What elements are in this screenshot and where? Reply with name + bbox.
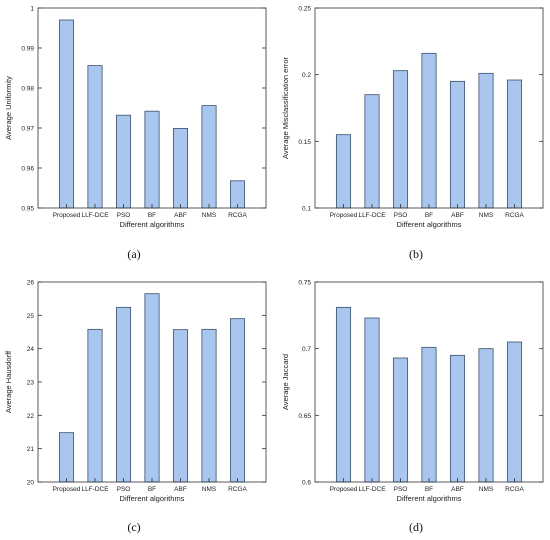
- bar-proposed: [335, 306, 352, 483]
- x-tick-label: Proposed: [53, 212, 81, 219]
- x-tick-label: BF: [148, 486, 156, 493]
- bar-llf-dce: [364, 317, 380, 483]
- bar-proposed: [58, 432, 75, 483]
- bar-proposed: [58, 19, 75, 209]
- x-tick-label: NMS: [202, 212, 217, 219]
- x-tick-label: LLF-DCE: [81, 212, 109, 219]
- x-tick-label: RCGA: [228, 212, 247, 219]
- x-tick-label: NMS: [479, 212, 494, 219]
- y-tick-label: 21: [27, 446, 35, 453]
- panel-label-b: (b): [409, 247, 423, 261]
- x-tick-label: Proposed: [330, 486, 358, 493]
- x-tick-label: NMS: [479, 486, 494, 493]
- bar-pso: [392, 357, 409, 483]
- y-tick-label: 22: [27, 413, 35, 420]
- y-tick-label: 0.15: [298, 139, 311, 146]
- x-tick-label: ABF: [174, 486, 187, 493]
- y-axis-label: Average Uniformity: [4, 76, 13, 140]
- x-axis-label: Different algorithms: [120, 220, 185, 229]
- panel-label-d: (d): [409, 520, 423, 534]
- bar-bf: [144, 110, 160, 209]
- x-tick-label: BF: [148, 212, 156, 219]
- bar-nms: [478, 348, 494, 483]
- bar-abf: [449, 354, 466, 483]
- y-tick-label: 0.6: [302, 480, 311, 487]
- y-tick-label: 0.1: [302, 206, 311, 213]
- x-tick-label: LLF-DCE: [358, 486, 386, 493]
- y-tick-label: 0.99: [21, 46, 34, 53]
- bar-rcga: [229, 318, 246, 483]
- y-axis-label: Average Hausdorff: [4, 350, 13, 413]
- bar-rcga: [506, 341, 523, 483]
- y-tick-label: 0.97: [21, 126, 34, 133]
- x-tick-label: RCGA: [228, 486, 247, 493]
- bar-llf-dce: [87, 65, 103, 209]
- x-axis-label: Different algorithms: [397, 494, 462, 503]
- y-tick-label: 0.98: [21, 86, 34, 93]
- chart-panel-2: 0.1 0.15 0.2 0.25 Proposed LLF-DCE PSO BF ABF NMS…: [281, 6, 544, 229]
- x-tick-label: PSO: [117, 486, 131, 493]
- x-tick-label: NMS: [202, 486, 217, 493]
- bar-bf: [144, 293, 160, 483]
- y-tick-label: 0.95: [21, 206, 34, 213]
- y-tick-label: 0.7: [302, 346, 311, 353]
- panel-label-a: (a): [127, 247, 141, 261]
- x-tick-label: Proposed: [330, 212, 358, 219]
- bar-bf: [421, 346, 437, 483]
- y-tick-label: 20: [27, 480, 35, 487]
- x-tick-label: ABF: [451, 212, 464, 219]
- y-tick-label: 0.25: [298, 6, 311, 13]
- bar-rcga: [506, 79, 523, 209]
- y-tick-label: 24: [27, 346, 35, 353]
- y-axis-label: Average Misclassification error: [281, 57, 290, 159]
- y-tick-label: 0.65: [298, 413, 311, 420]
- bar-llf-dce: [87, 328, 103, 483]
- y-axis-label: Average Jaccard: [281, 354, 290, 410]
- bar-nms: [201, 105, 217, 209]
- x-tick-label: LLF-DCE: [358, 212, 386, 219]
- chart-panel-3: 20 21 22 23 24 25 26 Proposed LLF-DCE PSO BF ABF NMS…: [4, 280, 267, 503]
- bar-abf: [172, 329, 189, 483]
- x-tick-label: Proposed: [53, 486, 81, 493]
- x-tick-label: RCGA: [505, 486, 524, 493]
- y-tick-label: 0.2: [302, 72, 311, 79]
- y-tick-label: 23: [27, 380, 35, 387]
- bar-bf: [421, 52, 437, 209]
- bar-nms: [201, 328, 217, 483]
- bar-nms: [478, 72, 494, 209]
- y-tick-label: 25: [27, 313, 35, 320]
- x-tick-label: ABF: [451, 486, 464, 493]
- bar-rcga: [229, 180, 246, 209]
- x-tick-label: ABF: [174, 212, 187, 219]
- bar-pso: [115, 114, 132, 209]
- x-tick-label: PSO: [394, 486, 408, 493]
- y-tick-label: 0.75: [298, 280, 311, 287]
- bar-abf: [172, 127, 189, 209]
- chart-panel-4: 0.6 0.65 0.7 0.75 Proposed LLF-DCE PSO BF ABF NMS…: [281, 280, 544, 503]
- panel-label-c: (c): [127, 520, 141, 534]
- x-axis-label: Different algorithms: [397, 220, 462, 229]
- x-tick-label: BF: [425, 486, 433, 493]
- bar-proposed: [335, 134, 352, 209]
- bar-pso: [392, 70, 409, 209]
- y-tick-label: 26: [27, 280, 35, 287]
- chart-panel-1: 0.95 0.96 0.97 0.98 0.99 1 Proposed LLF-DCE PSO B…: [4, 6, 267, 229]
- x-axis-label: Different algorithms: [120, 494, 185, 503]
- x-tick-label: PSO: [394, 212, 408, 219]
- x-tick-label: PSO: [117, 212, 131, 219]
- y-tick-label: 0.96: [21, 166, 34, 173]
- bar-llf-dce: [364, 94, 380, 209]
- bar-pso: [115, 306, 132, 483]
- x-tick-label: LLF-DCE: [81, 486, 109, 493]
- y-tick-label: 1: [30, 6, 34, 13]
- x-tick-label: BF: [425, 212, 433, 219]
- bar-abf: [449, 80, 466, 209]
- x-tick-label: RCGA: [505, 212, 524, 219]
